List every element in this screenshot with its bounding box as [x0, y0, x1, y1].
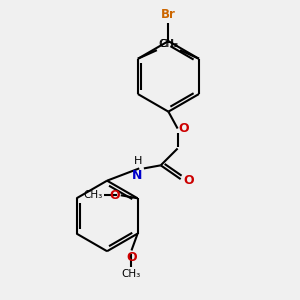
Text: O: O	[184, 174, 194, 187]
Text: N: N	[132, 169, 142, 182]
Text: O: O	[178, 122, 189, 135]
Text: H: H	[134, 156, 142, 166]
Text: CH₃: CH₃	[159, 39, 178, 49]
Text: O: O	[109, 189, 120, 202]
Text: CH₃: CH₃	[158, 39, 178, 49]
Text: Br: Br	[161, 8, 176, 22]
Text: CH₃: CH₃	[83, 190, 103, 200]
Text: O: O	[126, 251, 137, 264]
Text: CH₃: CH₃	[122, 268, 141, 278]
